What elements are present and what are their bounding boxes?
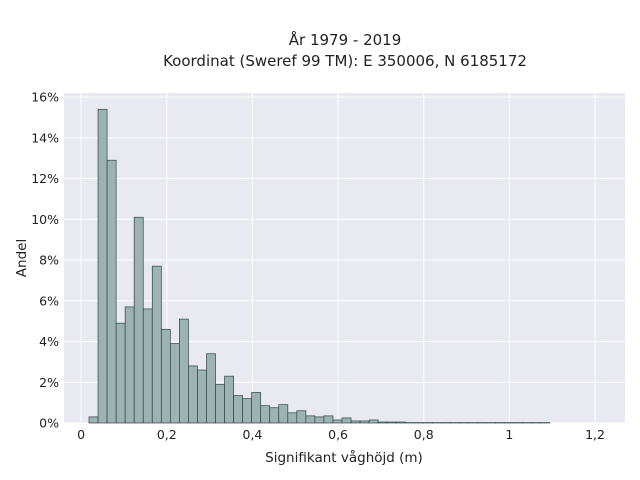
histogram-bar	[386, 421, 397, 424]
y-tick-label: 0%	[39, 416, 59, 431]
x-tick-label: 0,6	[328, 427, 348, 442]
histogram-bar	[224, 375, 234, 424]
y-axis-label: Andel	[14, 239, 30, 277]
histogram-bar	[160, 328, 171, 424]
y-tick-label: 8%	[39, 253, 59, 268]
histogram-bar	[269, 407, 280, 424]
histogram-bar	[188, 365, 198, 424]
histogram-bar	[169, 343, 180, 424]
histogram-bar	[206, 353, 216, 424]
x-axis-ticks: 0 0,2 0,4 0,6 0,8 1 1,2	[77, 427, 605, 442]
histogram-bar	[323, 415, 334, 424]
histogram-bar	[260, 405, 271, 424]
histogram-bar	[242, 398, 253, 424]
histogram-bar	[296, 410, 307, 424]
histogram-bar	[233, 395, 243, 424]
x-tick-label: 0	[77, 427, 85, 442]
y-tick-label: 2%	[39, 375, 59, 390]
histogram-bar	[115, 322, 126, 424]
histogram-bar	[151, 265, 162, 424]
histogram-bar	[350, 420, 361, 424]
histogram-bar	[341, 417, 352, 424]
histogram-bar	[88, 416, 99, 424]
y-tick-label: 10%	[31, 212, 59, 227]
y-tick-label: 14%	[31, 130, 59, 145]
histogram-bar	[124, 306, 135, 424]
x-tick-label: 0,2	[157, 427, 177, 442]
chart-subtitle: Koordinat (Sweref 99 TM): E 350006, N 61…	[163, 52, 527, 70]
histogram-bar	[377, 421, 388, 424]
histogram-bar	[278, 404, 289, 424]
histogram-bar	[133, 216, 144, 424]
x-axis-label: Signifikant våghöjd (m)	[265, 449, 423, 466]
y-tick-label: 4%	[39, 334, 59, 349]
x-tick-label: 0,4	[242, 427, 262, 442]
histogram-bar	[106, 159, 117, 424]
x-tick-label: 1	[505, 427, 513, 442]
histogram-bar	[359, 420, 370, 424]
x-tick-label: 1,2	[585, 427, 605, 442]
histogram-bar	[314, 416, 325, 424]
histogram-bar	[215, 383, 225, 424]
y-tick-label: 16%	[31, 90, 59, 105]
histogram-bar	[142, 308, 153, 424]
bars	[88, 108, 551, 424]
y-tick-label: 6%	[39, 293, 59, 308]
x-tick-label: 0,8	[414, 427, 434, 442]
y-axis-ticks: 0% 2% 4% 6% 8% 10% 12% 14% 16%	[31, 90, 59, 431]
chart-title: År 1979 - 2019	[289, 30, 402, 49]
histogram-bar	[332, 419, 343, 424]
histogram-bar	[287, 412, 298, 424]
histogram-bar	[368, 419, 379, 424]
histogram-bar	[179, 318, 189, 424]
y-tick-label: 12%	[31, 171, 59, 186]
histogram-bar	[395, 421, 406, 424]
histogram-bar	[305, 415, 316, 424]
histogram-bar	[197, 369, 207, 424]
histogram-bar	[97, 108, 108, 424]
histogram-bar	[251, 392, 262, 424]
